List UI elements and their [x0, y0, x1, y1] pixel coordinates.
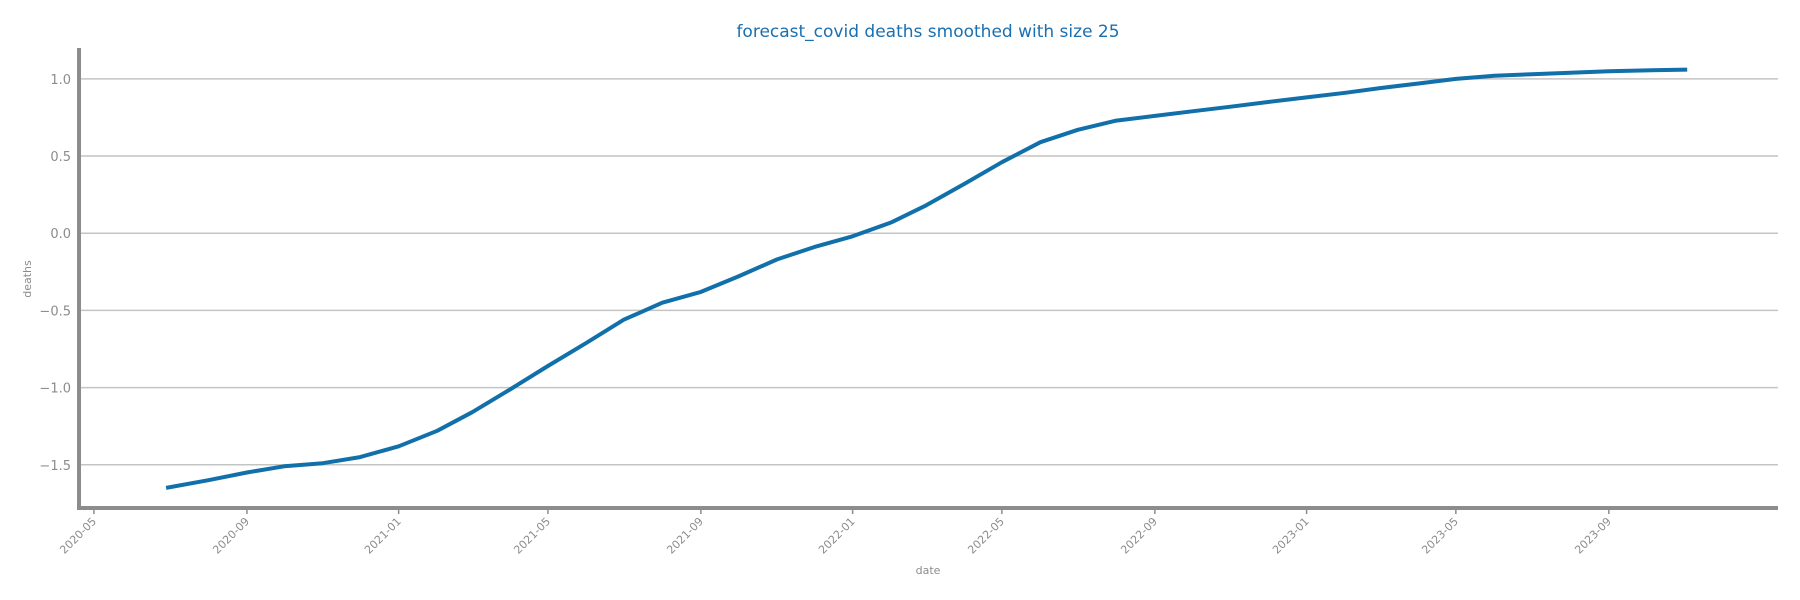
x-axis-ticks: 2020-05 2020-09 2021-01 2021-05 2021-09 2022-…: [57, 508, 1614, 557]
x-tick-label: 2020-05: [57, 515, 99, 557]
x-tick-label: 2021-05: [511, 515, 553, 557]
y-tick-label: 1.0: [50, 73, 71, 88]
y-axis-label: deaths: [21, 260, 34, 298]
x-tick-label: 2023-09: [1572, 515, 1614, 557]
y-tick-label: −0.5: [39, 304, 71, 319]
y-tick-label: 0.0: [50, 227, 71, 242]
x-tick-label: 2023-01: [1270, 515, 1312, 557]
x-tick-label: 2020-09: [210, 515, 252, 557]
chart-title: forecast_covid deaths smoothed with size…: [736, 22, 1119, 42]
y-tick-label: −1.0: [39, 382, 71, 397]
x-tick-label: 2022-01: [816, 515, 858, 557]
x-axis-label: date: [916, 564, 941, 577]
x-tick-label: 2021-01: [362, 515, 404, 557]
y-tick-label: 0.5: [50, 150, 71, 165]
y-gridlines: [79, 78, 1778, 466]
x-tick-label: 2022-05: [965, 515, 1007, 557]
x-tick-label: 2021-09: [664, 515, 706, 557]
x-tick-label: 2023-05: [1419, 515, 1461, 557]
y-tick-label: −1.5: [39, 459, 71, 474]
series-line: [165, 67, 1688, 490]
y-axis-ticks: 1.0 0.5 0.0 −0.5 −1.0 −1.5: [39, 73, 71, 474]
x-tick-label: 2022-09: [1118, 515, 1160, 557]
